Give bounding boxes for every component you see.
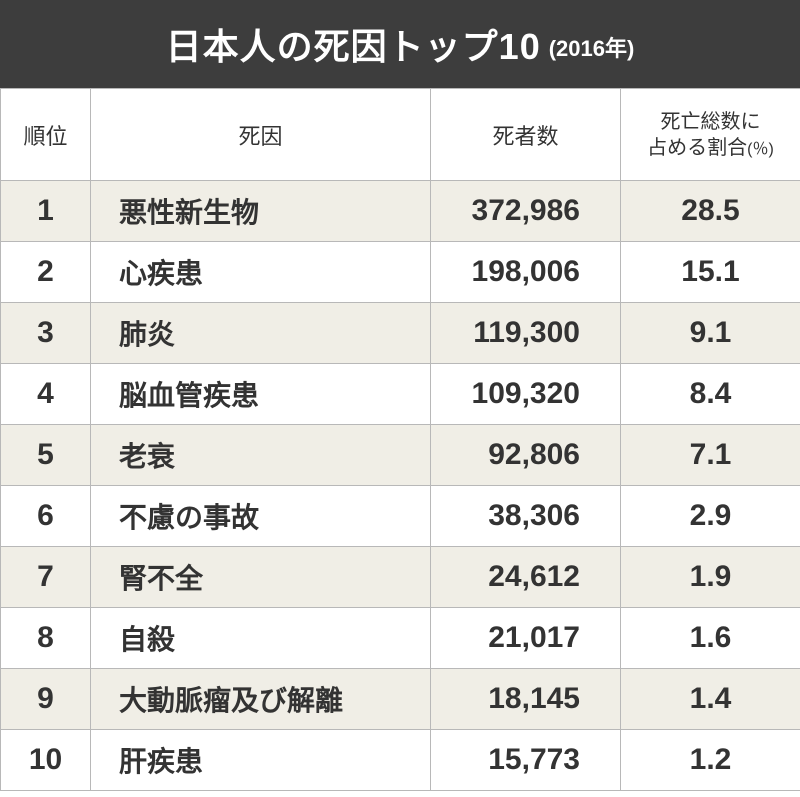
death-cause-table: 順位 死因 死者数 死亡総数に 占める割合(％) 1悪性新生物372,98628… [0,88,800,791]
cell-percentage: 1.6 [621,608,800,669]
cell-cause: 肝疾患 [91,730,431,791]
cell-count: 119,300 [431,303,621,364]
cell-cause: 心疾患 [91,242,431,303]
table-row: 7腎不全24,6121.9 [1,547,800,608]
header-percentage-line1: 死亡総数に [629,109,792,135]
cell-percentage: 8.4 [621,364,800,425]
cell-count: 92,806 [431,425,621,486]
table-row: 6不慮の事故38,3062.9 [1,486,800,547]
header-count: 死者数 [431,89,621,181]
table-header-row: 順位 死因 死者数 死亡総数に 占める割合(％) [1,89,800,181]
cell-cause: 不慮の事故 [91,486,431,547]
cell-cause: 脳血管疾患 [91,364,431,425]
table-row: 5老衰92,8067.1 [1,425,800,486]
cell-percentage: 15.1 [621,242,800,303]
cell-rank: 9 [1,669,91,730]
table-row: 2心疾患198,00615.1 [1,242,800,303]
cell-rank: 1 [1,181,91,242]
cell-rank: 4 [1,364,91,425]
cell-cause: 自殺 [91,608,431,669]
cell-rank: 8 [1,608,91,669]
header-rank: 順位 [1,89,91,181]
cell-count: 18,145 [431,669,621,730]
header-percentage: 死亡総数に 占める割合(％) [621,89,800,181]
cell-percentage: 1.4 [621,669,800,730]
cell-rank: 10 [1,730,91,791]
cell-percentage: 1.9 [621,547,800,608]
title-sub: (2016年) [549,31,635,63]
table-row: 9大動脈瘤及び解離18,1451.4 [1,669,800,730]
header-percentage-line2: 占める割合(％) [629,135,792,161]
title-bar: 日本人の死因トップ10 (2016年) [0,0,800,88]
cell-cause: 老衰 [91,425,431,486]
cell-rank: 7 [1,547,91,608]
cell-cause: 大動脈瘤及び解離 [91,669,431,730]
table-row: 10肝疾患15,7731.2 [1,730,800,791]
title-main: 日本人の死因トップ10 [166,18,541,70]
cell-percentage: 28.5 [621,181,800,242]
table-row: 3肺炎119,3009.1 [1,303,800,364]
table-row: 4脳血管疾患109,3208.4 [1,364,800,425]
cell-count: 372,986 [431,181,621,242]
cell-cause: 腎不全 [91,547,431,608]
cell-count: 24,612 [431,547,621,608]
cell-percentage: 1.2 [621,730,800,791]
cell-rank: 3 [1,303,91,364]
cell-count: 109,320 [431,364,621,425]
cell-cause: 肺炎 [91,303,431,364]
infographic-container: 日本人の死因トップ10 (2016年) 順位 死因 死者数 死亡総数に 占める割… [0,0,800,797]
cell-percentage: 7.1 [621,425,800,486]
cell-rank: 5 [1,425,91,486]
cell-percentage: 9.1 [621,303,800,364]
cell-count: 15,773 [431,730,621,791]
table-row: 1悪性新生物372,98628.5 [1,181,800,242]
table-row: 8自殺21,0171.6 [1,608,800,669]
cell-rank: 2 [1,242,91,303]
cell-count: 38,306 [431,486,621,547]
header-cause: 死因 [91,89,431,181]
cell-count: 198,006 [431,242,621,303]
cell-percentage: 2.9 [621,486,800,547]
table-body: 1悪性新生物372,98628.52心疾患198,00615.13肺炎119,3… [1,181,800,791]
cell-cause: 悪性新生物 [91,181,431,242]
cell-count: 21,017 [431,608,621,669]
cell-rank: 6 [1,486,91,547]
